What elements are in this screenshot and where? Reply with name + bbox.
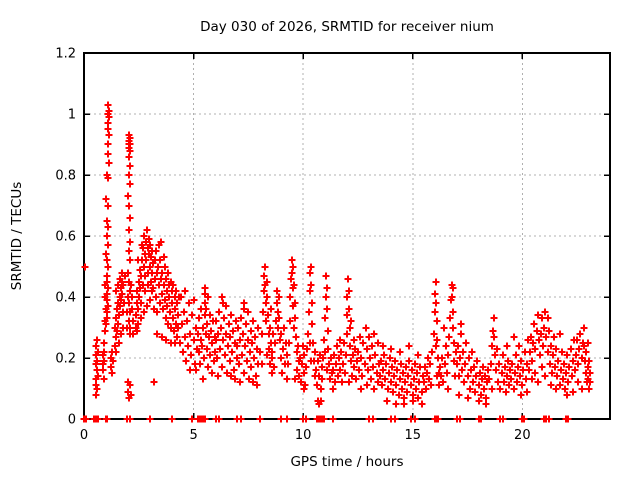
x-tick-label: 15 (404, 428, 421, 443)
y-tick-label: 0.8 (55, 169, 76, 184)
y-tick-labels: 0 0.2 0.4 0.6 0.8 1 1.2 (55, 47, 76, 428)
x-tick-label: 5 (189, 428, 197, 443)
x-tick-label: 20 (514, 428, 531, 443)
y-tick-label: 1 (68, 108, 76, 123)
y-tick-label: 0.6 (55, 230, 76, 245)
chart-title: Day 030 of 2026, SRMTID for receiver niu… (200, 19, 494, 35)
x-tick-label: 0 (80, 428, 88, 443)
scatter-data-points (80, 101, 594, 423)
plot-frame (83, 52, 611, 420)
y-axis-label: SRMTID / TECUs (9, 182, 25, 290)
x-tick-label: 10 (295, 428, 312, 443)
y-tick-label: 0.4 (55, 291, 76, 306)
x-axis-label: GPS time / hours (290, 454, 403, 470)
y-tick-label: 1.2 (55, 47, 76, 62)
x-tick-labels: 0 5 10 15 20 (80, 428, 531, 443)
y-tick-label: 0.2 (55, 352, 76, 367)
y-tick-label: 0 (68, 413, 76, 428)
